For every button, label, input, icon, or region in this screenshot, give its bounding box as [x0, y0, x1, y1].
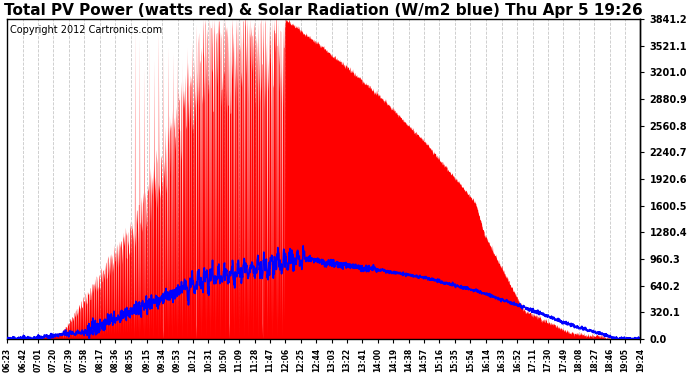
- Text: Copyright 2012 Cartronics.com: Copyright 2012 Cartronics.com: [10, 26, 163, 35]
- Title: Total PV Power (watts red) & Solar Radiation (W/m2 blue) Thu Apr 5 19:26: Total PV Power (watts red) & Solar Radia…: [5, 3, 643, 18]
